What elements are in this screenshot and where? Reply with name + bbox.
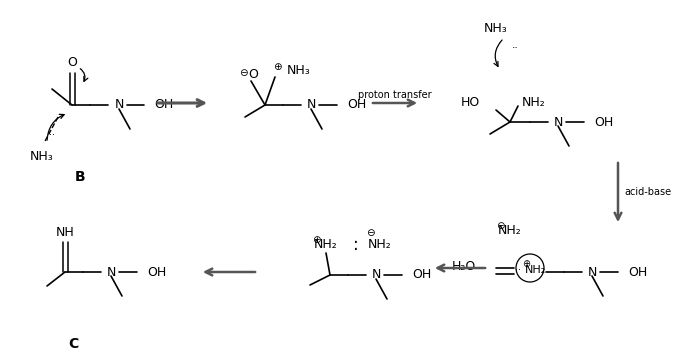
Text: OH: OH [147,265,166,278]
Text: :: : [353,236,359,254]
Text: ⊖: ⊖ [239,68,247,78]
Text: NH: NH [56,226,74,238]
Text: proton transfer: proton transfer [358,90,432,100]
Text: N: N [115,99,124,111]
Text: OH: OH [347,99,366,111]
Text: H₂O: H₂O [452,260,476,273]
Text: OH: OH [412,269,431,281]
Text: B: B [75,170,86,184]
Text: N: N [106,265,116,278]
Text: N: N [553,115,563,128]
Text: NH₂: NH₂ [522,95,546,108]
Text: ⊕: ⊕ [272,62,281,72]
Text: ⊖: ⊖ [365,228,374,238]
Text: OH: OH [154,99,173,111]
Text: NH₂: NH₂ [525,265,547,275]
Text: NH₂: NH₂ [498,223,522,237]
Text: N: N [371,269,381,281]
Text: O: O [248,68,258,82]
Text: OH: OH [628,265,647,278]
Text: N: N [306,99,315,111]
Text: NH₃: NH₃ [484,21,508,35]
Text: O: O [67,56,77,70]
Text: NH₃: NH₃ [287,64,311,78]
Text: ⊖: ⊖ [495,221,504,231]
Text: ··: ·· [49,130,55,140]
Text: ··: ·· [512,43,518,53]
Text: N: N [587,265,596,278]
Text: C: C [68,337,78,351]
Text: ⊕: ⊕ [522,259,530,269]
Text: acid-base: acid-base [624,187,671,197]
Text: ··: ·· [515,265,521,275]
Text: OH: OH [594,115,613,128]
Text: ⊕: ⊕ [311,235,320,245]
Text: HO: HO [461,95,480,108]
Text: NH₂: NH₂ [314,238,338,252]
Text: NH₃: NH₃ [30,150,54,163]
Text: NH₂: NH₂ [368,238,392,252]
